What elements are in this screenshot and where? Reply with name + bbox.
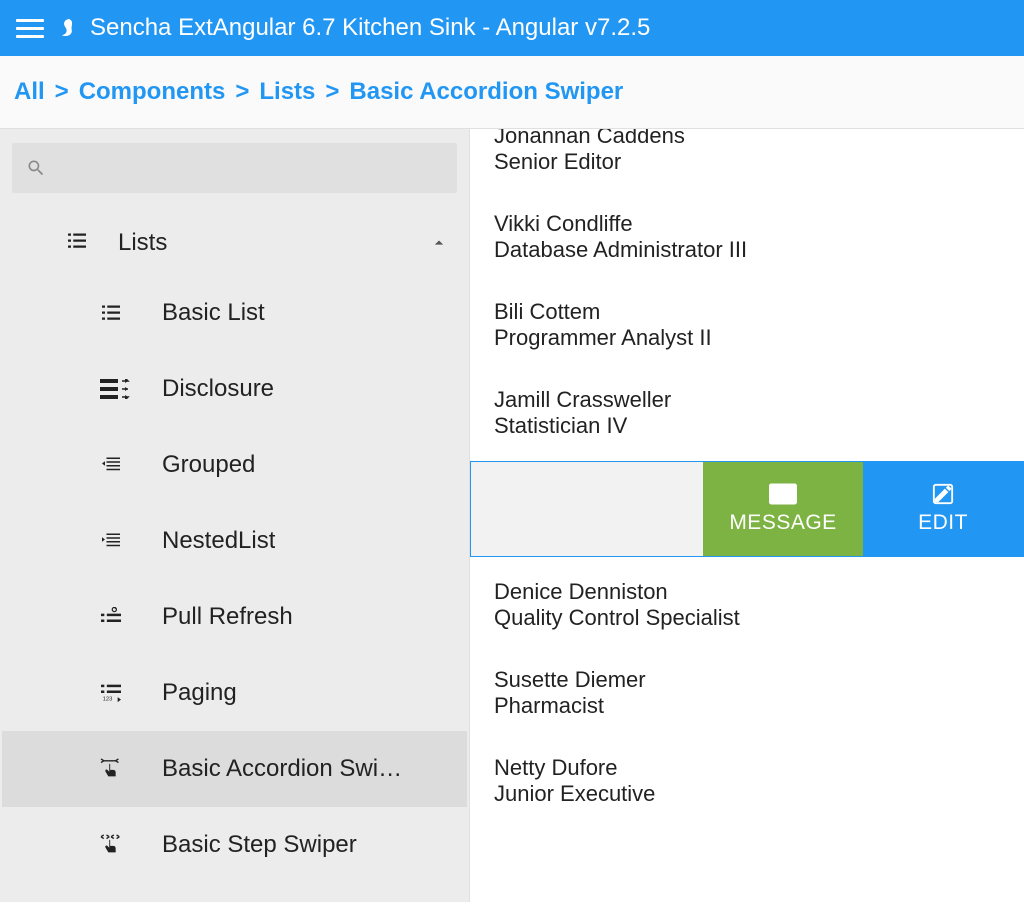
person-title: Quality Control Specialist bbox=[494, 605, 1024, 631]
sidebar-item-label: NestedList bbox=[162, 527, 275, 555]
menu-toggle-button[interactable] bbox=[16, 14, 44, 42]
person-name: Denice Denniston bbox=[494, 579, 1024, 605]
sidebar-item-label: Basic Accordion Swi… bbox=[162, 755, 402, 783]
list-icon bbox=[64, 232, 90, 255]
envelope-icon bbox=[769, 483, 797, 505]
person-name: Vikki Condliffe bbox=[494, 211, 1024, 237]
sidebar-item-basic-list[interactable]: Basic List bbox=[2, 275, 467, 351]
person-name: Jonannan Caddens bbox=[494, 129, 1024, 149]
svg-text:123: 123 bbox=[103, 697, 113, 703]
indent-icon bbox=[100, 456, 132, 474]
sencha-logo-icon bbox=[58, 16, 82, 40]
breadcrumb: All > Components > Lists > Basic Accordi… bbox=[0, 56, 1024, 129]
sidebar-item-disclosure[interactable]: Disclosure bbox=[2, 351, 467, 427]
app-header: Sencha ExtAngular 6.7 Kitchen Sink - Ang… bbox=[0, 0, 1024, 56]
list-item[interactable]: Jonannan Caddens Senior Editor bbox=[470, 129, 1024, 193]
person-name: Jamill Crassweller bbox=[494, 387, 1024, 413]
swipe-icon bbox=[100, 758, 132, 780]
sidebar-item-pull-refresh[interactable]: Pull Refresh bbox=[2, 579, 467, 655]
list-item[interactable]: Susette Diemer Pharmacist bbox=[470, 649, 1024, 737]
nav-group-header[interactable]: Lists bbox=[2, 211, 467, 275]
list-item[interactable]: Vikki Condliffe Database Administrator I… bbox=[470, 193, 1024, 281]
list-item[interactable]: Bili Cottem Programmer Analyst II bbox=[470, 281, 1024, 369]
sidebar-item-label: Disclosure bbox=[162, 375, 274, 403]
breadcrumb-separator: > bbox=[325, 78, 339, 106]
swipe-actions-row: MESSAGE EDIT bbox=[470, 461, 1024, 557]
chevron-up-icon bbox=[429, 233, 449, 253]
breadcrumb-item-all[interactable]: All bbox=[14, 78, 45, 106]
person-name: Bili Cottem bbox=[494, 299, 1024, 325]
refresh-list-icon bbox=[100, 607, 132, 627]
list-item[interactable]: Jamill Crassweller Statistician IV bbox=[470, 369, 1024, 457]
breadcrumb-item-components[interactable]: Components bbox=[79, 78, 226, 106]
sidebar-item-label: Paging bbox=[162, 679, 237, 707]
nav-group-lists: Lists Basic List Disclosure bbox=[2, 203, 467, 883]
person-title: Pharmacist bbox=[494, 693, 1024, 719]
person-title: Junior Executive bbox=[494, 781, 1024, 807]
sidebar-item-label: Grouped bbox=[162, 451, 255, 479]
breadcrumb-separator: > bbox=[235, 78, 249, 106]
list-item-swiped[interactable] bbox=[471, 462, 703, 556]
person-title: Senior Editor bbox=[494, 149, 1024, 175]
edit-button-label: EDIT bbox=[918, 511, 968, 535]
main-area: Lists Basic List Disclosure bbox=[0, 129, 1024, 902]
nav-group-label: Lists bbox=[118, 229, 167, 257]
person-name: Susette Diemer bbox=[494, 667, 1024, 693]
content-panel: Jonannan Caddens Senior Editor Vikki Con… bbox=[470, 129, 1024, 902]
step-swipe-icon bbox=[100, 834, 132, 856]
sidebar-item-grouped[interactable]: Grouped bbox=[2, 427, 467, 503]
search-input[interactable] bbox=[12, 143, 457, 193]
person-title: Database Administrator III bbox=[494, 237, 1024, 263]
sidebar-item-basic-step-swiper[interactable]: Basic Step Swiper bbox=[2, 807, 467, 883]
message-button-label: MESSAGE bbox=[729, 511, 836, 535]
app-title: Sencha ExtAngular 6.7 Kitchen Sink - Ang… bbox=[90, 14, 650, 42]
person-title: Statistician IV bbox=[494, 413, 1024, 439]
disclosure-icon bbox=[100, 379, 132, 399]
sidebar-item-basic-accordion-swiper[interactable]: Basic Accordion Swi… bbox=[2, 731, 467, 807]
breadcrumb-separator: > bbox=[55, 78, 69, 106]
person-name: Netty Dufore bbox=[494, 755, 1024, 781]
sidebar-item-label: Basic List bbox=[162, 299, 265, 327]
edit-button[interactable]: EDIT bbox=[863, 462, 1023, 556]
sidebar-item-label: Pull Refresh bbox=[162, 603, 293, 631]
list-item[interactable]: Netty Dufore Junior Executive bbox=[470, 737, 1024, 825]
person-title: Programmer Analyst II bbox=[494, 325, 1024, 351]
list-icon bbox=[100, 304, 132, 322]
sidebar-item-label: Basic Step Swiper bbox=[162, 831, 357, 859]
message-button[interactable]: MESSAGE bbox=[703, 462, 863, 556]
paging-icon: 123 bbox=[100, 683, 132, 703]
sidebar-item-nestedlist[interactable]: NestedList bbox=[2, 503, 467, 579]
breadcrumb-item-lists[interactable]: Lists bbox=[259, 78, 315, 106]
search-icon bbox=[26, 158, 46, 178]
outdent-icon bbox=[100, 532, 132, 550]
list-item[interactable]: Denice Denniston Quality Control Special… bbox=[470, 561, 1024, 649]
sidebar-item-paging[interactable]: 123 Paging bbox=[2, 655, 467, 731]
edit-icon bbox=[929, 483, 957, 505]
breadcrumb-item-current[interactable]: Basic Accordion Swiper bbox=[349, 78, 623, 106]
sidebar: Lists Basic List Disclosure bbox=[0, 129, 470, 902]
